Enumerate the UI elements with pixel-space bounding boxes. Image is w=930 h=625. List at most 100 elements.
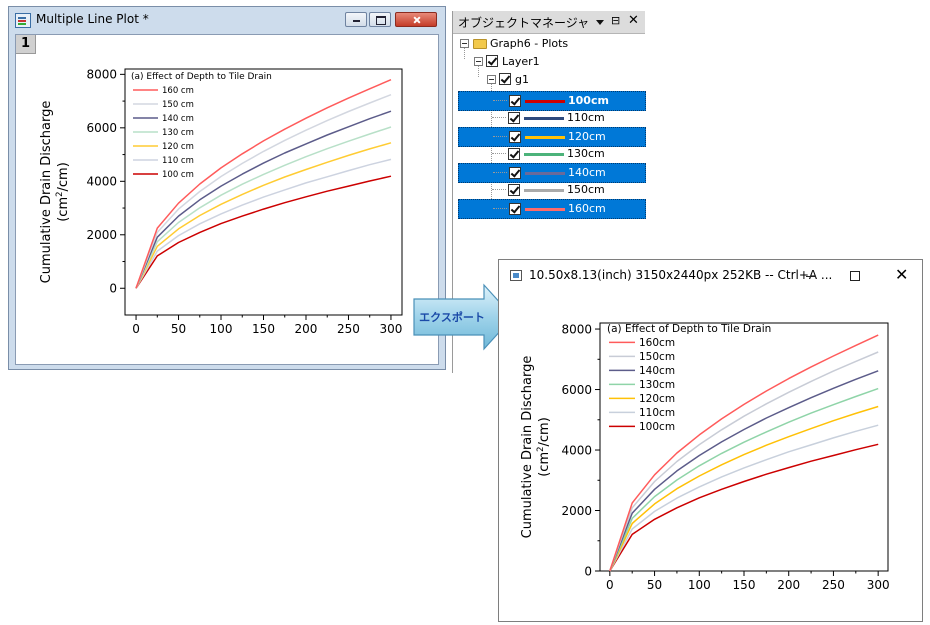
tree-line (493, 208, 507, 209)
legend-title: (a) Effect of Depth to Tile Drain (607, 323, 771, 335)
plot-checkbox[interactable] (509, 203, 521, 215)
y-tick-label: 8000 (86, 68, 117, 82)
y-tick-label: 4000 (86, 175, 117, 189)
graph-window-titlebar[interactable]: Multiple Line Plot * (9, 7, 445, 33)
minimize-button[interactable] (345, 12, 367, 27)
minimize-button[interactable] (806, 276, 816, 277)
plot-checkbox[interactable] (508, 148, 520, 160)
tree-item-plot[interactable]: 150cm (458, 181, 644, 199)
tree-line (493, 172, 507, 173)
tree-item-plot[interactable]: 120cm (458, 127, 646, 147)
plot-label: 160cm (568, 202, 606, 215)
graph-window[interactable]: Multiple Line Plot * 1 0 2000 4000 6000 8000… (8, 6, 446, 370)
y-tick-label: 2000 (561, 504, 592, 518)
graph-canvas[interactable]: 1 0 2000 4000 6000 8000 0 50 100 150 200 250 300 Cum… (15, 34, 439, 365)
y-tick-label: 6000 (561, 383, 592, 397)
unit-prefix: (cm (56, 197, 71, 222)
legend-entry: 130 cm (162, 128, 194, 138)
plot-label: 140cm (568, 166, 606, 179)
tree-item-graph[interactable]: Graph6 - Plots (490, 37, 569, 50)
legend-entry: 140 cm (162, 114, 194, 124)
x-tick-label: 200 (295, 322, 318, 336)
series-line (609, 443, 879, 572)
plot-checkbox[interactable] (508, 112, 520, 124)
graph-window-title: Multiple Line Plot * (36, 12, 149, 26)
plot-label: 120cm (568, 130, 606, 143)
plot-line-swatch (525, 100, 565, 103)
y-tick-label: 6000 (86, 121, 117, 135)
tree-item-group[interactable]: g1 (515, 73, 529, 86)
y-axis-label: Cumulative Drain Discharge (520, 356, 535, 539)
group-checkbox[interactable] (499, 73, 511, 85)
plot-label: 100cm (568, 94, 609, 107)
series-line (609, 387, 879, 572)
collapse-icon[interactable] (487, 75, 496, 84)
tree-line (493, 100, 507, 101)
plot-label: 110cm (567, 111, 605, 124)
legend-entry: 120 cm (162, 142, 194, 152)
legend-entry: 160 cm (162, 86, 194, 96)
plot-checkbox[interactable] (509, 167, 521, 179)
y-tick-label: 4000 (561, 443, 592, 457)
legend-entry: 120cm (639, 393, 675, 405)
legend-entry: 100 cm (162, 170, 194, 180)
close-icon[interactable]: ✕ (628, 13, 639, 28)
y-axis-unit: (cm2/cm) (535, 417, 552, 477)
series-line (609, 370, 879, 572)
x-tick-label: 50 (171, 322, 186, 336)
series-line (135, 94, 392, 289)
x-tick-label: 250 (822, 578, 845, 592)
tree-item-plot[interactable]: 130cm (458, 145, 644, 163)
layer-checkbox[interactable] (486, 55, 498, 67)
plot-checkbox[interactable] (508, 184, 520, 196)
chart-right: 0 2000 4000 6000 8000 0 50 100 150 200 250 300 Cumul… (520, 322, 890, 592)
tree-item-layer[interactable]: Layer1 (502, 55, 540, 68)
series-line (135, 142, 392, 289)
export-arrow-label: エクスポート (419, 310, 485, 324)
plot-checkbox[interactable] (509, 95, 521, 107)
x-tick-label: 0 (132, 322, 140, 336)
y-axis-label: Cumulative Drain Discharge (39, 101, 54, 284)
unit-suffix: /cm) (537, 417, 552, 446)
layer-badge[interactable]: 1 (16, 35, 36, 54)
plot-line-swatch (525, 136, 565, 139)
tree-line (493, 136, 507, 137)
series-line (135, 126, 392, 289)
collapse-icon[interactable] (460, 39, 469, 48)
collapse-icon[interactable] (474, 57, 483, 66)
tree-line (492, 117, 506, 118)
unit-prefix: (cm (537, 452, 552, 477)
maximize-button[interactable] (369, 12, 391, 27)
tree-item-plot[interactable]: 160cm (458, 199, 646, 219)
pin-icon[interactable]: ⊟ (611, 14, 621, 27)
plot-line-swatch (524, 153, 564, 156)
plot-checkbox[interactable] (509, 131, 521, 143)
maximize-button[interactable] (850, 271, 860, 281)
close-button[interactable]: ✕ (895, 265, 909, 284)
object-manager-title: オブジェクトマネージャ (458, 16, 590, 30)
plot-line-swatch (525, 208, 565, 211)
graph-app-icon (15, 13, 31, 28)
unit-suffix: /cm) (56, 162, 71, 191)
x-tick-label: 300 (867, 578, 890, 592)
legend-entry: 150 cm (162, 100, 194, 110)
series-line (609, 405, 879, 572)
tree-item-plot[interactable]: 110cm (458, 109, 644, 127)
dropdown-icon[interactable] (596, 20, 604, 25)
x-tick-label: 50 (647, 578, 662, 592)
chart-left[interactable]: 0 2000 4000 6000 8000 0 50 100 150 200 250 300 Cumul… (16, 35, 438, 364)
folder-icon (473, 39, 487, 49)
tree-item-plot[interactable]: 100cm (458, 91, 646, 111)
unit-superscript: 2 (535, 447, 545, 452)
x-tick-label: 300 (380, 322, 403, 336)
close-button[interactable] (395, 12, 437, 27)
legend-entry: 150cm (639, 351, 675, 363)
x-tick-label: 100 (210, 322, 233, 336)
export-preview-window[interactable]: 10.50x8.13(inch) 3150x2440px 252KB -- Ct… (498, 259, 923, 622)
tree-item-plot[interactable]: 140cm (458, 163, 646, 183)
series-line (609, 334, 879, 572)
plot-line-swatch (524, 189, 564, 192)
tree-line (492, 153, 506, 154)
y-tick-label: 2000 (86, 228, 117, 242)
legend-entry: 160cm (639, 337, 675, 349)
